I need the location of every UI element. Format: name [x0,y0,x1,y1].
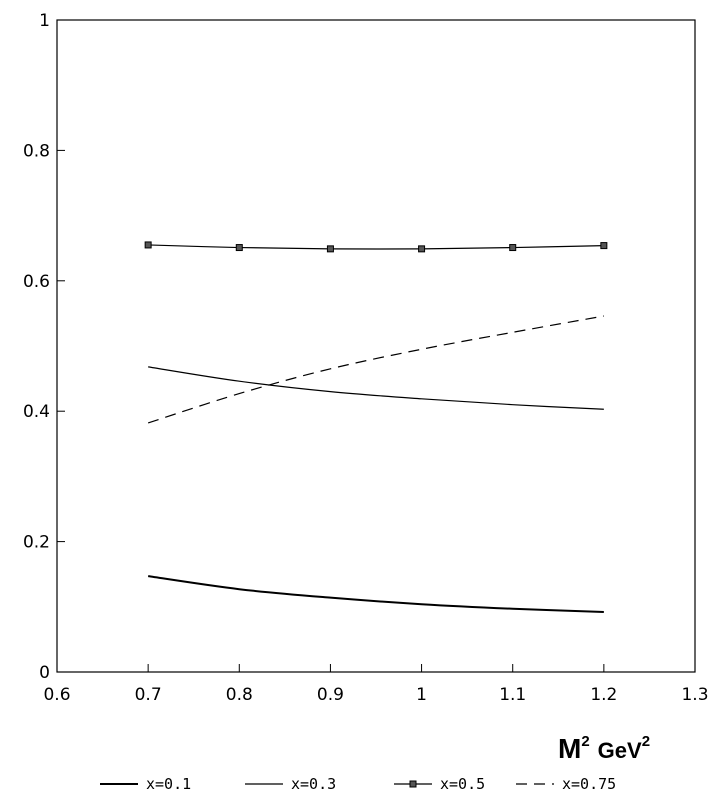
legend-label-3: x=0.75 [562,775,616,793]
data-point-marker [600,242,608,250]
series-line-2 [148,244,604,250]
data-point-marker [235,244,243,252]
y-tick-label: 0.8 [23,141,50,161]
y-tick-label: 0.4 [23,402,50,422]
legend: x=0.1 x=0.3 x=0.5 x=0.75 [100,775,616,793]
y-axis-ticks: 0 0.2 0.4 0.6 0.8 1 [23,11,65,683]
series-line-3 [147,315,604,424]
x-tick-label: 1.3 [681,685,708,705]
data-point-marker [326,245,334,253]
x-axis-title: M2 GeV2 [558,733,650,764]
legend-label-1: x=0.3 [291,775,336,793]
plot-frame [56,19,696,673]
data-point-marker [144,241,152,249]
x-tick-label: 0.8 [226,685,253,705]
x-axis-title-sup1: 2 [581,733,589,750]
x-tick-label: 0.9 [317,685,344,705]
series-line-1 [148,366,604,410]
y-tick-label: 0 [39,663,50,683]
legend-label-0: x=0.1 [146,775,191,793]
x-tick-label: 1.2 [590,685,617,705]
x-tick-label: 0.7 [135,685,162,705]
series-markers [144,241,608,253]
x-axis-title-sup2: 2 [642,733,650,750]
data-point-marker [509,244,517,252]
y-tick-label: 0.6 [23,272,50,292]
x-axis-ticks: 0.6 0.7 0.8 0.9 1 1.1 1.2 1.3 [43,664,709,705]
x-axis-title-main: M [558,733,581,764]
legend-marker [409,780,417,788]
x-tick-label: 0.6 [43,685,70,705]
y-tick-label: 0.2 [23,533,50,553]
series-lines [147,244,604,614]
data-point-marker [418,245,426,253]
x-tick-label: 1.1 [499,685,526,705]
y-tick-label: 1 [39,11,50,31]
x-axis-title-unit: GeV [598,738,642,763]
x-tick-label: 1 [416,685,427,705]
legend-label-2: x=0.5 [440,775,485,793]
series-line-0 [148,575,604,614]
